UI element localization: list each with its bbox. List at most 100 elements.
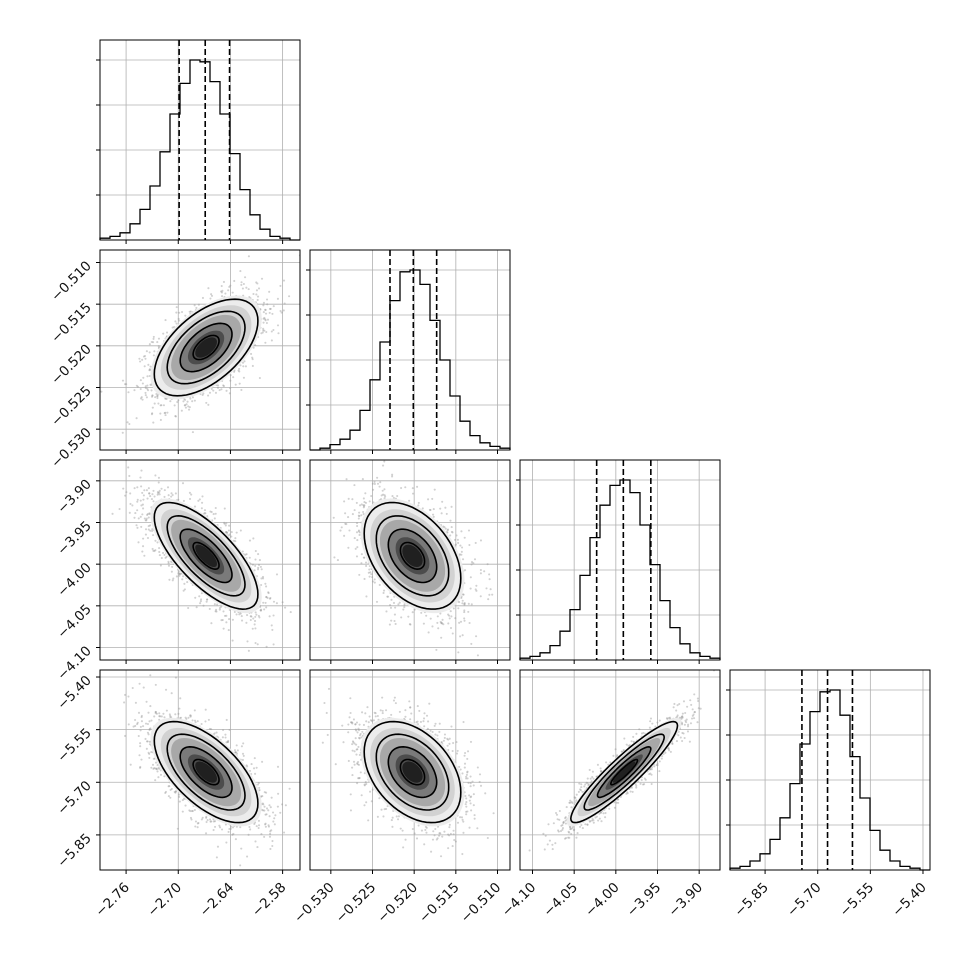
y-tick-label: −3.90 (54, 476, 95, 517)
scatter-point (145, 700, 148, 703)
scatter-point (689, 699, 692, 702)
scatter-point (148, 368, 151, 371)
scatter-point (473, 558, 477, 561)
scatter-point (697, 707, 700, 710)
scatter-point (228, 533, 231, 536)
scatter-point (281, 803, 284, 806)
scatter-point (173, 404, 176, 407)
scatter-point (187, 606, 190, 610)
scatter-point (254, 558, 257, 561)
scatter-point (429, 508, 432, 512)
scatter-point (142, 507, 145, 510)
density-fill (402, 544, 423, 567)
scatter-point (389, 606, 393, 609)
scatter-point (254, 840, 257, 843)
scatter-point (363, 783, 366, 786)
scatter-point (255, 281, 258, 284)
scatter-point (136, 385, 139, 388)
scatter-point (442, 739, 445, 742)
scatter-point (150, 498, 153, 501)
scatter-point (257, 614, 260, 617)
scatter-point (383, 497, 386, 500)
scatter-point (569, 799, 572, 802)
scatter-point (456, 821, 460, 824)
scatter-point (442, 525, 445, 528)
scatter-point (249, 828, 252, 831)
scatter-point (129, 492, 132, 495)
scatter-point (436, 837, 439, 840)
scatter-point (351, 722, 354, 725)
scatter-point (367, 819, 370, 822)
scatter-point (555, 813, 559, 816)
scatter-point (394, 702, 397, 705)
scatter-point (357, 729, 361, 732)
scatter-point (240, 745, 243, 748)
scatter-point (426, 727, 429, 730)
scatter-point (358, 723, 361, 726)
scatter-point (374, 715, 377, 718)
scatter-point (169, 788, 172, 791)
scatter-point (394, 606, 397, 609)
scatter-point (423, 712, 426, 715)
scatter-point (264, 601, 267, 604)
scatter-point (247, 288, 250, 291)
scatter-point (175, 575, 178, 578)
scatter-point (170, 492, 173, 495)
scatter-point (650, 773, 653, 776)
scatter-point (572, 829, 575, 832)
scatter-point (575, 793, 578, 796)
scatter-point (393, 619, 396, 623)
scatter-point (136, 486, 139, 489)
scatter-point (143, 354, 147, 358)
scatter-point (245, 621, 248, 624)
scatter-point (277, 792, 280, 795)
scatter-point (214, 610, 217, 613)
scatter-point (421, 507, 424, 510)
scatter-point (542, 832, 545, 835)
scatter-point (262, 329, 265, 332)
scatter-point (355, 501, 358, 504)
scatter-point (185, 717, 188, 720)
scatter-point (213, 820, 217, 823)
scatter-point (373, 581, 376, 584)
scatter-point (417, 504, 420, 507)
scatter-point (681, 731, 684, 734)
scatter-point (465, 797, 468, 800)
scatter-point (141, 545, 145, 548)
scatter-point (369, 571, 372, 574)
scatter-point (367, 721, 370, 724)
scatter-point (179, 716, 183, 719)
scatter-point (178, 574, 181, 577)
scatter-point (409, 706, 412, 709)
scatter-point (464, 795, 467, 798)
scatter-point (630, 786, 633, 789)
scatter-point (379, 481, 382, 484)
scatter-point (356, 762, 359, 765)
scatter-point (186, 400, 189, 403)
scatter-point (692, 717, 696, 720)
scatter-point (167, 785, 170, 788)
scatter-point (147, 525, 150, 528)
scatter-point (228, 392, 231, 395)
scatter-point (216, 384, 220, 387)
scatter-point (249, 618, 252, 622)
scatter-point (364, 781, 367, 784)
scatter-point (357, 763, 360, 766)
scatter-point (279, 811, 282, 814)
scatter-point (561, 827, 565, 830)
scatter-point (136, 526, 139, 529)
scatter-point (455, 741, 458, 744)
scatter-point (580, 786, 583, 789)
scatter-point (362, 505, 366, 508)
scatter-point (570, 832, 573, 835)
scatter-point (153, 715, 156, 718)
scatter-point (240, 847, 243, 850)
scatter-point (413, 832, 416, 835)
scatter-point (435, 838, 438, 841)
scatter-point (221, 289, 224, 292)
scatter-point (371, 482, 374, 485)
scatter-point (239, 529, 242, 532)
scatter-point (448, 823, 451, 826)
scatter-point (332, 516, 335, 519)
scatter-point (676, 704, 679, 707)
